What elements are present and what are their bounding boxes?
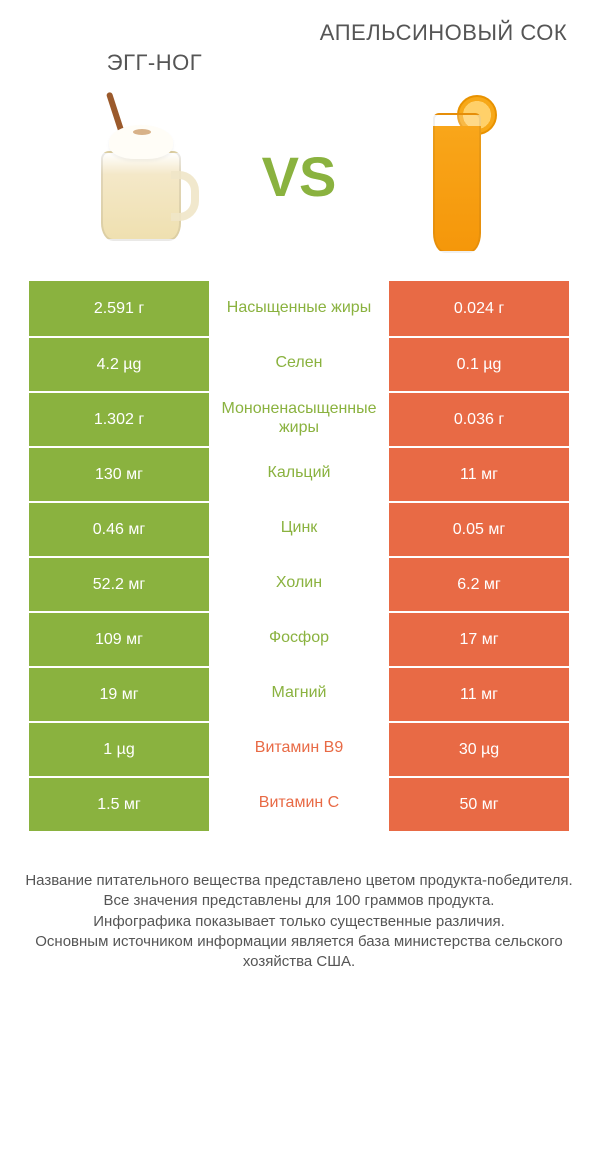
- right-value-cell: 0.1 µg: [389, 336, 569, 391]
- left-value-cell: 0.46 мг: [29, 501, 209, 556]
- left-value-cell: 109 мг: [29, 611, 209, 666]
- left-value-cell: 1.5 мг: [29, 776, 209, 831]
- nutrient-label: Насыщенные жиры: [209, 281, 389, 336]
- footer-notes: Название питательного вещества представл…: [0, 831, 598, 992]
- right-value-cell: 6.2 мг: [389, 556, 569, 611]
- footer-line-2: Все значения представлены для 100 граммо…: [20, 891, 578, 911]
- table-row: 52.2 мгХолин6.2 мг: [29, 556, 569, 611]
- table-row: 130 мгКальций11 мг: [29, 446, 569, 501]
- left-value-cell: 1.302 г: [29, 391, 209, 446]
- right-value-cell: 11 мг: [389, 666, 569, 721]
- nutrient-label: Селен: [209, 336, 389, 391]
- product-left-title: ЭГГ-НОГ: [10, 50, 299, 76]
- table-row: 19 мгМагний11 мг: [29, 666, 569, 721]
- infographic-container: ЭГГ-НОГ АПЕЛЬСИНОВЫЙ СОК VS 2.591 гНасыщ…: [0, 0, 598, 992]
- nutrient-label: Фосфор: [209, 611, 389, 666]
- table-row: 1 µgВитамин B930 µg: [29, 721, 569, 776]
- footer-line-1: Название питательного вещества представл…: [20, 871, 578, 891]
- nutrient-label: Кальций: [209, 446, 389, 501]
- left-value-cell: 52.2 мг: [29, 556, 209, 611]
- right-value-cell: 11 мг: [389, 446, 569, 501]
- eggnog-image: [30, 91, 252, 261]
- right-value-cell: 17 мг: [389, 611, 569, 666]
- nutrient-label: Витамин B9: [209, 721, 389, 776]
- nutrient-label: Магний: [209, 666, 389, 721]
- table-row: 2.591 гНасыщенные жиры0.024 г: [29, 281, 569, 336]
- nutrient-label: Витамин C: [209, 776, 389, 831]
- nutrient-label: Мононенасыщенные жиры: [209, 391, 389, 446]
- table-row: 0.46 мгЦинк0.05 мг: [29, 501, 569, 556]
- vs-row: VS: [0, 81, 598, 281]
- left-value-cell: 4.2 µg: [29, 336, 209, 391]
- table-row: 1.5 мгВитамин C50 мг: [29, 776, 569, 831]
- table-row: 1.302 гМононенасыщенные жиры0.036 г: [29, 391, 569, 446]
- product-right-title: АПЕЛЬСИНОВЫЙ СОК: [299, 20, 588, 46]
- nutrient-label: Цинк: [209, 501, 389, 556]
- vs-label: VS: [252, 144, 347, 209]
- comparison-table: 2.591 гНасыщенные жиры0.024 г4.2 µgСелен…: [29, 281, 569, 831]
- table-row: 4.2 µgСелен0.1 µg: [29, 336, 569, 391]
- right-value-cell: 0.024 г: [389, 281, 569, 336]
- header-left: ЭГГ-НОГ: [10, 20, 299, 76]
- table-row: 109 мгФосфор17 мг: [29, 611, 569, 666]
- left-value-cell: 1 µg: [29, 721, 209, 776]
- header-right: АПЕЛЬСИНОВЫЙ СОК: [299, 20, 588, 46]
- header: ЭГГ-НОГ АПЕЛЬСИНОВЫЙ СОК: [0, 0, 598, 81]
- left-value-cell: 130 мг: [29, 446, 209, 501]
- right-value-cell: 0.036 г: [389, 391, 569, 446]
- right-value-cell: 50 мг: [389, 776, 569, 831]
- left-value-cell: 2.591 г: [29, 281, 209, 336]
- orange-juice-image: [346, 91, 568, 261]
- right-value-cell: 30 µg: [389, 721, 569, 776]
- right-value-cell: 0.05 мг: [389, 501, 569, 556]
- left-value-cell: 19 мг: [29, 666, 209, 721]
- nutrient-label: Холин: [209, 556, 389, 611]
- footer-line-3: Инфографика показывает только существенн…: [20, 912, 578, 932]
- footer-line-4: Основным источником информации является …: [20, 932, 578, 973]
